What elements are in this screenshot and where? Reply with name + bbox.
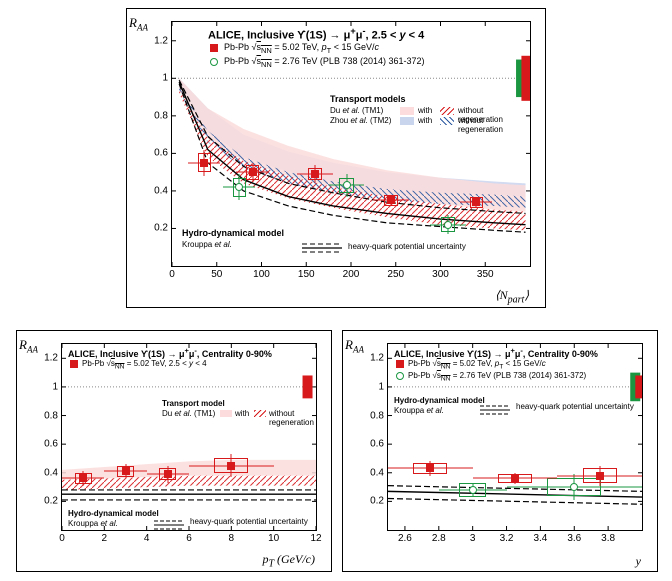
legend-marker [396,372,404,380]
legend-marker [210,58,218,66]
title: ALICE, Inclusive ϒ(1S) → μ+μ-, 2.5 < y <… [208,26,424,42]
panel-bottom-left: RAA 0.20.40.60.811.2024681012ALICE, Incl… [16,330,332,572]
plot-br: 0.20.40.60.811.22.62.833.23.43.63.8ALICE… [387,343,643,531]
hydro-bl: Hydro-dynamical model [68,509,159,518]
tm-bl: Transport model [162,399,225,408]
data-point [472,198,480,206]
hydro-br: Hydro-dynamical model [394,396,485,405]
data-point [311,170,319,178]
hydro-swatch-br [480,402,510,420]
data-point [387,196,395,204]
data-point [249,168,257,176]
data-point [511,474,519,482]
leg1-br: Pb-Pb √sNN = 5.02 TeV, pT < 15 GeV/c [408,359,546,371]
data-point [79,474,87,482]
with2: with [418,116,432,125]
data-point [570,483,578,491]
hleg-br: heavy-quark potential uncertainty [516,402,634,411]
ylabel-top: RAA [129,15,148,33]
hleg-bl: heavy-quark potential uncertainty [190,517,308,526]
without2: without regeneration [458,116,530,134]
plot-top: 0.20.40.60.811.2050100150200250300350ALI… [171,21,531,267]
hydro-title: Hydro-dynamical model [182,228,284,238]
hauth-br: Krouppa et al. [394,406,444,415]
data-point [596,472,604,480]
hydro-leg: heavy-quark potential uncertainty [348,242,466,251]
data-point [200,159,208,167]
hydro-swatch-bl [154,517,184,535]
legend-swatch [400,107,414,115]
legend-swatch [220,410,232,417]
title-br: ALICE, Inclusive ϒ(1S) → μ+μ-, Centralit… [394,346,598,359]
data-point [343,181,351,189]
tm1: Du et al. (TM1) [330,106,383,115]
with-bl: with [235,409,249,418]
data-point [122,467,130,475]
transport-title: Transport models [330,94,406,104]
legend-swatch [440,117,454,125]
hydro-auth: Krouppa et al. [182,240,232,249]
xlabel-top: ⟨Npart⟩ [495,288,529,305]
xlabel-bl: pT (GeV/c) [262,552,315,569]
hydro-swatch [302,241,342,259]
data-point [227,462,235,470]
legend-swatch [254,410,266,417]
xlabel-br: y [636,554,641,569]
plot-bl: 0.20.40.60.811.2024681012ALICE, Inclusiv… [61,343,317,531]
tm2: Zhou et al. (TM2) [330,116,391,125]
leg-bl: Pb-Pb √sNN = 5.02 TeV, 2.5 < y < 4 [82,359,207,371]
wo-bl: without regeneration [269,409,316,427]
data-point [235,183,243,191]
data-point [164,470,172,478]
with1: with [418,106,432,115]
tm1-bl: Du et al. (TM1) [162,409,215,418]
data-point [426,464,434,472]
legend-276tev: Pb-Pb √sNN = 2.76 TeV (PLB 738 (2014) 36… [224,56,425,69]
legend-marker [70,360,78,368]
panel-top: RAA 0.20.40.60.811.205010015020025030035… [126,8,546,308]
legend-marker [396,360,404,368]
legend-marker [210,44,218,52]
title-bl: ALICE, Inclusive ϒ(1S) → μ+μ-, Centralit… [68,346,272,359]
legend-swatch [440,107,454,115]
leg2-br: Pb-Pb √sNN = 2.76 TeV (PLB 738 (2014) 36… [408,371,586,383]
hauth-bl: Krouppa et al. [68,519,118,528]
data-point [444,221,452,229]
data-point [469,486,477,494]
panel-bottom-right: RAA 0.20.40.60.811.22.62.833.23.43.63.8A… [342,330,658,572]
legend-swatch [400,117,414,125]
legend-5tev: Pb-Pb √sNN = 5.02 TeV, pT < 15 GeV/c [224,42,379,55]
